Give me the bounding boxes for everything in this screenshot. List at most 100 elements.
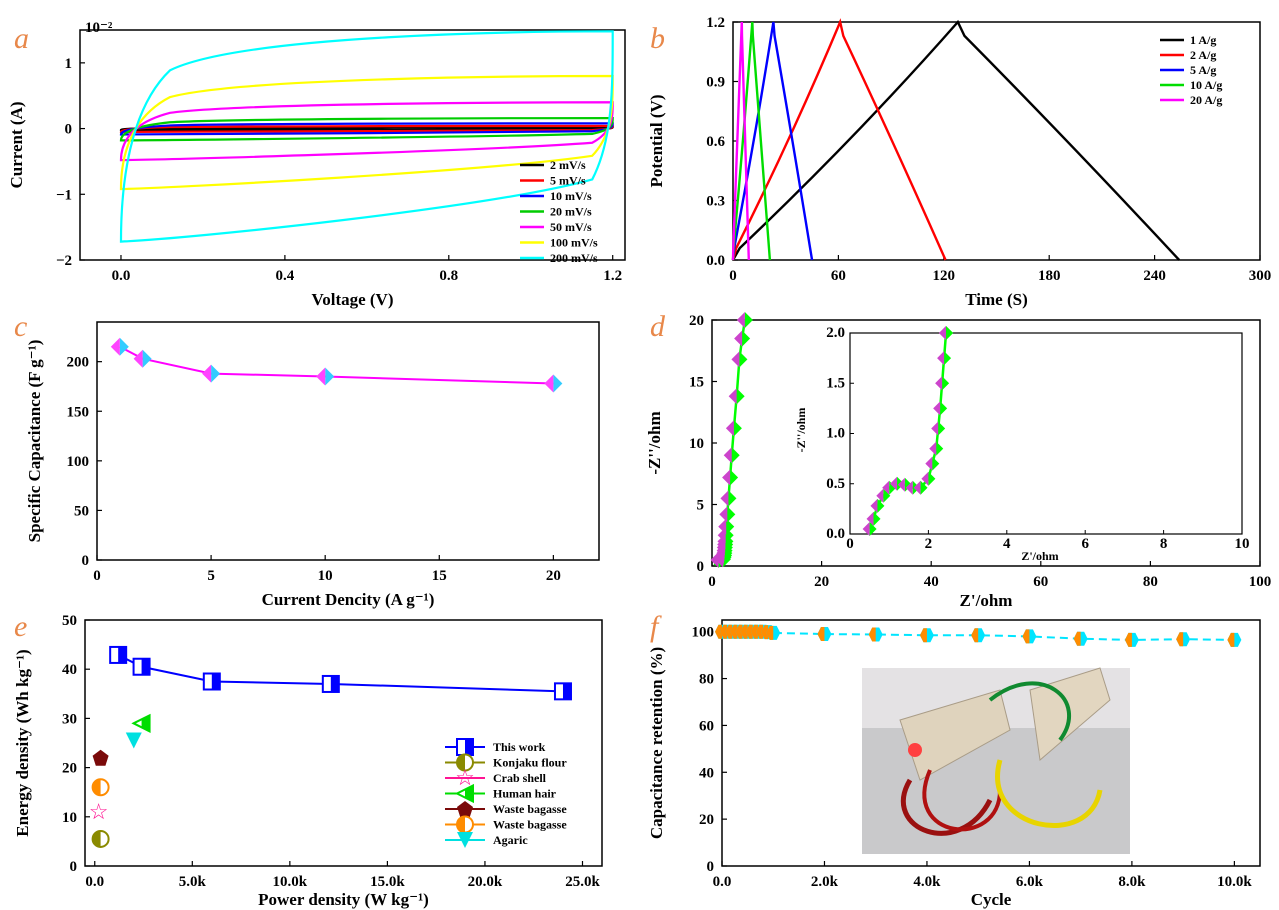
x-tick-label: 15.0k <box>370 874 405 890</box>
nyquist-point-half <box>725 420 734 437</box>
inset-x-tick-label: 2 <box>925 536 933 552</box>
inset-point-half <box>937 351 945 366</box>
inset-point-half <box>897 477 905 492</box>
this-work-marker-half <box>562 683 571 700</box>
nyquist-point <box>726 518 735 535</box>
plot-frame <box>721 619 1261 867</box>
inset-point-half <box>870 498 878 513</box>
circle-marker-half <box>92 830 101 847</box>
y-tick-label: 1 <box>65 56 73 72</box>
x-axis-label: Time (S) <box>965 290 1028 309</box>
x-tick-label: 10.0k <box>1217 874 1252 890</box>
x-tick-label: 25.0k <box>565 874 600 890</box>
inset-y-label: -Z''/ohm <box>794 408 808 453</box>
x-tick-label: 0 <box>729 268 737 284</box>
y-tick-label: 5 <box>697 498 705 514</box>
capacitance-point-half <box>544 374 554 393</box>
cv-curve <box>119 30 614 243</box>
nyquist-point-half <box>718 518 727 535</box>
inset-point-half <box>933 401 941 416</box>
x-axis-label: Cycle <box>971 890 1012 909</box>
nyquist-point <box>736 388 745 405</box>
gcd-curve <box>731 21 751 261</box>
y-axis-label: -Z''/ohm <box>645 411 664 474</box>
x-tick-label: 100 <box>1249 574 1272 590</box>
this-work-line <box>117 654 564 693</box>
inset-x-tick-label: 6 <box>1081 536 1089 552</box>
inset-point <box>936 441 944 456</box>
device-photo <box>862 667 1130 854</box>
inset-point <box>932 456 940 471</box>
retention-point-half <box>919 628 927 643</box>
this-work-marker-half <box>141 658 150 675</box>
legend-label: Agaric <box>493 833 528 847</box>
legend-label: 100 mV/s <box>550 236 598 250</box>
nyquist-point-half <box>731 351 740 368</box>
x-tick-label: 0 <box>708 574 716 590</box>
y-axis-label: Potential (V) <box>647 94 666 187</box>
x-axis-label: Power density (W kg⁻¹) <box>258 890 429 909</box>
legend-label: Konjaku flour <box>493 756 567 770</box>
inset-point <box>942 376 950 391</box>
left-triangle-marker-half <box>465 785 473 802</box>
inset-point-half <box>929 441 937 456</box>
y-tick-label: 20 <box>62 761 77 777</box>
star-marker: ☆ <box>89 799 109 824</box>
x-tick-label: 240 <box>1143 268 1166 284</box>
legend-label: 2 A/g <box>1190 48 1216 62</box>
inset-x-tick-label: 8 <box>1160 536 1168 552</box>
x-tick-label: 4.0k <box>913 874 941 890</box>
legend-label: Waste bagasse <box>493 818 567 832</box>
x-tick-label: 60 <box>831 268 846 284</box>
x-tick-label: 60 <box>1033 574 1048 590</box>
legend-label: 200 mV/s <box>550 251 598 265</box>
inset-point <box>873 511 881 526</box>
y-tick-label: 15 <box>689 375 704 391</box>
capacitance-point <box>142 349 152 368</box>
nyquist-point <box>733 420 742 437</box>
legend-label: 5 mV/s <box>550 174 586 188</box>
nyquist-point-half <box>734 330 743 347</box>
capacitance-point <box>325 367 335 386</box>
capacitance-point <box>211 364 221 383</box>
x-tick-label: 80 <box>1143 574 1158 590</box>
retention-point-half <box>766 625 774 640</box>
x-tick-label: 20 <box>814 574 829 590</box>
x-tick-label: 6.0k <box>1016 874 1044 890</box>
legend-label: 2 mV/s <box>550 158 586 172</box>
y-tick-label: 60 <box>699 718 714 734</box>
inset-point <box>944 351 952 366</box>
y-tick-label: 0.9 <box>706 75 725 91</box>
this-work-marker-half <box>211 673 220 690</box>
nyquist-point-half <box>720 490 729 507</box>
x-tick-label: 1.2 <box>603 268 622 284</box>
plot-frame <box>84 619 603 867</box>
legend-label: Waste bagasse <box>493 802 567 816</box>
y-tick-label: 0.0 <box>706 253 725 269</box>
pentagon-marker <box>92 749 109 766</box>
y-tick-label: 20 <box>699 812 714 828</box>
retention-point-half <box>817 627 825 642</box>
legend-label: 20 A/g <box>1190 93 1222 107</box>
retention-point-half <box>745 624 753 639</box>
nyquist-point-half <box>723 447 732 464</box>
panel-a: 0.0 0.4 0.8 1.2 −2 −1 0 1 10⁻² Voltage (V) Current… <box>7 20 626 309</box>
inset-y-tick-label: 1.5 <box>826 375 845 391</box>
x-tick-label: 0.4 <box>276 268 295 284</box>
down-triangle-marker <box>125 732 142 749</box>
inset-point-half <box>925 456 933 471</box>
plot-frame <box>732 21 1261 261</box>
x-tick-label: 0.0 <box>85 874 104 890</box>
nyquist-point <box>727 506 736 523</box>
y-tick-label: 150 <box>67 404 90 420</box>
inset-point <box>946 326 954 340</box>
legend-label: 50 mV/s <box>550 220 592 234</box>
retention-point-half <box>740 624 748 639</box>
retention-point-half <box>761 625 769 640</box>
capacitance-line <box>119 345 554 385</box>
nyquist-point-half <box>728 388 737 405</box>
x-axis-label: Voltage (V) <box>312 290 394 309</box>
y-tick-label: 80 <box>699 672 714 688</box>
capacitance-point-half <box>316 367 326 386</box>
inset-point-half <box>905 480 913 495</box>
